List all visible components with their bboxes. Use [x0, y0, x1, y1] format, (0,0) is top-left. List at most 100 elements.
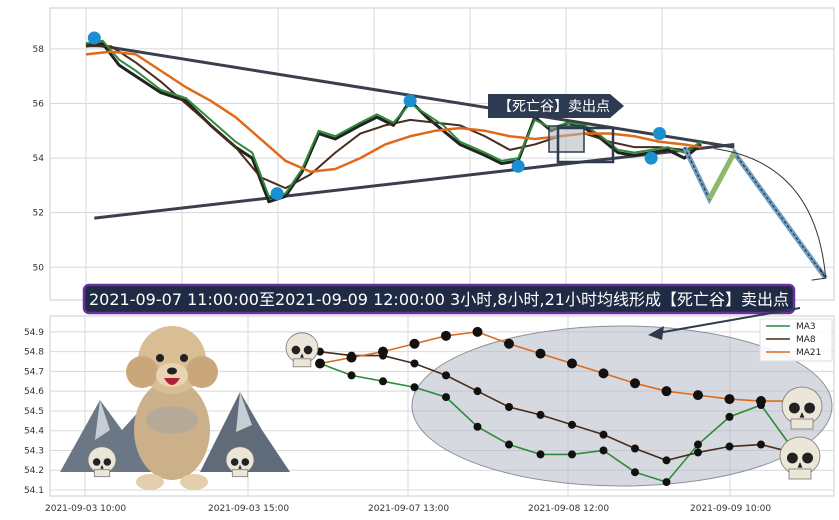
- bottom-point-ma8: [473, 387, 482, 396]
- skull-jaw: [788, 468, 812, 480]
- skull-icon: [225, 446, 255, 478]
- pivot-point: [511, 159, 525, 173]
- bottom-point-ma21: [346, 352, 357, 363]
- bottom-point-ma21: [630, 378, 640, 389]
- bottom-series-line-ma8: [319, 350, 793, 462]
- bottom-point-ma3: [347, 371, 356, 380]
- bottom-point-ma21: [567, 358, 577, 369]
- bottom-point-ma3: [662, 478, 671, 487]
- pivot-points: [87, 31, 666, 201]
- bottom-series-line-ma3: [319, 362, 794, 484]
- bottom-point-ma8: [757, 440, 765, 449]
- bottom-point-ma21: [472, 326, 483, 337]
- bottom-point-ma21: [409, 338, 420, 349]
- pivot-point: [652, 127, 666, 141]
- signal-banner-text: 2021-09-07 11:00:00至2021-09-09 12:00:00 …: [89, 290, 789, 309]
- bottom-point-ma8: [442, 371, 450, 380]
- bottom-point-ma3: [599, 446, 608, 455]
- bottom-point-ma8: [410, 359, 419, 368]
- skull-eye: [103, 458, 112, 466]
- skull-jaw: [292, 358, 312, 368]
- bottom-x-tick-label: 2021-09-09 10:00: [690, 504, 771, 514]
- bottom-y-tick-label: 54.5: [24, 407, 44, 417]
- sell-signal-arrow-label: 【死亡谷】卖出点: [488, 94, 624, 118]
- skull-icon: [781, 386, 823, 430]
- bottom-point-ma3: [694, 440, 702, 449]
- bottom-y-tick-label: 54.8: [24, 348, 44, 358]
- bottom-y-tick-label: 54.7: [24, 367, 44, 377]
- bottom-point-ma3: [410, 383, 419, 392]
- skull-jaw: [93, 469, 111, 478]
- bottom-point-ma21: [315, 358, 325, 369]
- pivot-point: [87, 31, 101, 45]
- signal-banner-box: [82, 283, 796, 315]
- bottom-point-ma3: [505, 440, 513, 449]
- skull-eye: [92, 458, 101, 466]
- bottom-point-ma21: [598, 368, 609, 379]
- bottom-point-ma21: [535, 348, 546, 359]
- bottom-point-ma21: [378, 346, 388, 357]
- bottom-y-axis-ticks: 54.1 54.2 54.3 54.4 54.5 54.6 54.7 54.8 54.9: [24, 328, 44, 496]
- bottom-point-ma3: [631, 468, 639, 477]
- bottom-point-ma3: [536, 450, 545, 459]
- annotation-pointer: [648, 307, 801, 340]
- top-y-axis-ticks: 50 52 54 56 58: [33, 45, 45, 273]
- bottom-point-ma8: [631, 444, 639, 453]
- top-y-tick-label: 50: [33, 263, 45, 273]
- bottom-point-ma21: [756, 396, 766, 407]
- bottom-point-ma3: [568, 450, 576, 459]
- bottom-y-tick-label: 54.3: [24, 446, 44, 456]
- bottom-point-ma8: [694, 448, 702, 457]
- bottom-point-ma8: [505, 402, 513, 411]
- skull-eye: [303, 345, 313, 355]
- pivot-point: [403, 94, 417, 108]
- bottom-series-line-ma21: [319, 331, 793, 402]
- bottom-x-tick-label: 2021-09-03 15:00: [208, 504, 289, 514]
- bottom-x-tick-label: 2021-09-03 10:00: [45, 504, 126, 514]
- skull-eye: [789, 402, 800, 414]
- legend: MA3 MA8 MA21: [759, 318, 833, 362]
- bottom-x-axis-ticks: 2021-09-03 10:00 2021-09-03 15:00 2021-09-…: [45, 504, 771, 514]
- skull-nose: [300, 353, 304, 358]
- top-y-tick-label: 58: [33, 45, 45, 55]
- legend-label-ma8: MA8: [796, 335, 816, 345]
- skull-nose: [797, 462, 803, 468]
- forecast-arrowhead: [811, 267, 827, 281]
- bottom-zoom-panel: 54.1 54.2 54.3 54.4 54.5 54.6 54.7 54.8 54.9 202…: [24, 315, 835, 514]
- skull-nose: [238, 464, 242, 469]
- bottom-point-ma3: [379, 377, 387, 386]
- trendline: [94, 142, 735, 220]
- top-gridlines: [50, 8, 834, 300]
- skull-nose: [799, 412, 805, 418]
- legend-label-ma21: MA21: [796, 348, 821, 358]
- skull-eye: [804, 402, 815, 414]
- bottom-point-ma21: [504, 338, 514, 349]
- skull-eye: [802, 452, 813, 464]
- bottom-y-tick-label: 54.6: [24, 387, 44, 397]
- bottom-point-ma8: [536, 410, 545, 419]
- bottom-point-ma3: [725, 412, 734, 421]
- poodle-illustration: [126, 326, 218, 490]
- bottom-point-ma21: [724, 394, 735, 405]
- top-y-tick-label: 56: [33, 100, 45, 110]
- top-series-line-ma21: [85, 50, 702, 173]
- top-y-tick-label: 54: [33, 154, 45, 164]
- skull-jaw: [231, 469, 249, 478]
- sell-zone-box-small: [548, 125, 585, 153]
- bottom-x-tick-label: 2021-09-07 13:00: [368, 504, 449, 514]
- top-y-tick-label: 52: [33, 209, 44, 219]
- skull-eye: [787, 452, 798, 464]
- skull-eye: [241, 458, 250, 466]
- bottom-point-ma8: [662, 456, 671, 465]
- pivot-point: [270, 187, 284, 201]
- sell-signal-label-text: 【死亡谷】卖出点: [498, 99, 610, 115]
- top-panel-frame: [49, 7, 835, 301]
- signal-banner: 2021-09-07 11:00:00至2021-09-09 12:00:00 …: [82, 283, 796, 315]
- bottom-y-tick-label: 54.2: [24, 466, 44, 476]
- bottom-point-ma3: [442, 393, 450, 402]
- forecast-green-segment: [707, 151, 737, 201]
- skull-icon: [285, 332, 319, 368]
- bottom-point-ma8: [725, 442, 734, 451]
- bottom-point-ma21: [441, 330, 451, 341]
- top-price-panel: 50 52 54 56 58 【死亡谷】卖出点: [33, 7, 835, 301]
